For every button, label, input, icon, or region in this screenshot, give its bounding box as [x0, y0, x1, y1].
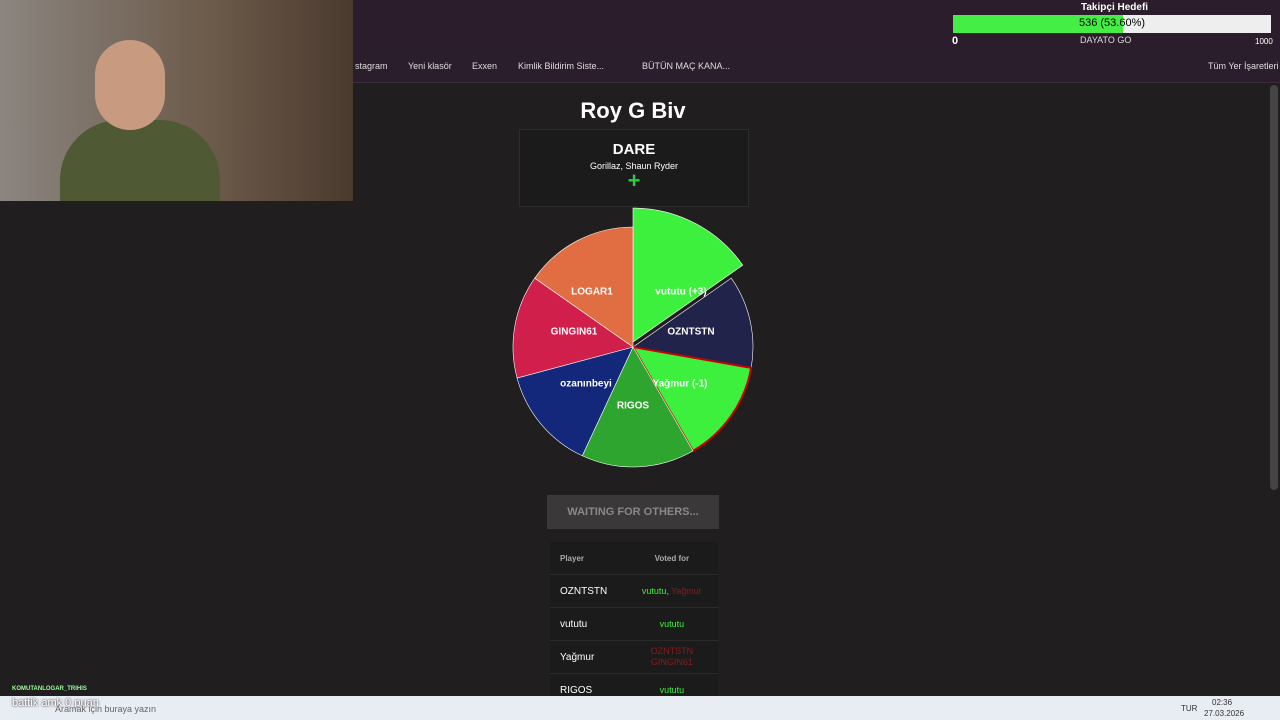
wheel-slice [534, 226, 634, 348]
vote: vututu, [641, 585, 669, 596]
table-header: Player Voted for [550, 542, 718, 575]
taskbar-lang: TUR [1181, 704, 1198, 713]
player-cell: Yağmur [550, 640, 626, 674]
wheel-label: vututu (+3) [655, 287, 706, 298]
progress-fill [953, 15, 1123, 33]
card-type: DARE [612, 141, 656, 158]
header-cell: Player [550, 542, 626, 575]
tab-label: DAYATO GO [1080, 35, 1132, 45]
card-subtitle: Gorillaz, Shaun Ryder [589, 161, 679, 171]
table-row: vututu vututu [550, 607, 718, 641]
bookmark[interactable]: Kimlik Bildirim Siste... [518, 61, 605, 71]
waiting-button: WAITING FOR OTHERS... [547, 495, 719, 529]
card-plus[interactable]: + [627, 168, 641, 193]
bookmark[interactable]: Exxen [472, 61, 498, 71]
wheel-label: Yağmur (-1) [652, 379, 707, 390]
overlay-title: Takipçi Hedefi [1081, 2, 1149, 13]
scrollbar [1270, 85, 1278, 490]
wheel-slice [581, 346, 694, 468]
wheel-slice [632, 277, 754, 369]
webcam-face [95, 40, 165, 130]
progress-label: 536 (53.60%) [1078, 17, 1146, 29]
game-title: Roy G Biv [580, 98, 686, 123]
header-cell: Voted for [625, 542, 718, 575]
table-row: Yağmur OZNTSTN GINGIN61 [550, 640, 718, 674]
vote: Yağmur [670, 585, 702, 596]
votes-table: Player Voted for OZNTSTN vututu, Yağmur vutut… [550, 542, 718, 707]
wheel-label: RIGOS [617, 401, 650, 412]
wheel-slice [632, 207, 744, 343]
webcam-person [60, 120, 220, 201]
wheel-label: GINGIN61 [551, 327, 598, 338]
vote: GINGIN61 [650, 657, 693, 667]
vote: vututu [659, 684, 685, 695]
wheel-label: LOGAR1 [571, 287, 613, 298]
wheel-slice [631, 345, 753, 453]
votes-cell: vututu, Yağmur [625, 574, 718, 608]
taskbar-date: 27.03.2026 [1204, 709, 1245, 718]
bookmark[interactable]: Yeni klasör [408, 61, 452, 71]
bookmark[interactable]: BÜTÜN MAÇ KANA... [642, 61, 731, 71]
taskbar-search[interactable]: Aramak için buraya yazın [55, 704, 157, 714]
taskbar [0, 696, 1280, 720]
progress-max: 1000 [1255, 37, 1273, 46]
chat-user: KOMUTANLOGAR_TRIHIS [12, 686, 87, 692]
wheel-label: ozanınbeyi [560, 379, 612, 390]
chat-message: battik amk 0 puan [12, 697, 99, 709]
wheel-label: OZNTSTN [667, 327, 714, 338]
wheel-slice [516, 346, 634, 457]
vote: OZNTSTN [650, 646, 694, 656]
progress-track: 536 (53.60%) [953, 15, 1271, 33]
votes-cell: OZNTSTN GINGIN61 [625, 640, 718, 674]
vote: vututu [659, 618, 685, 629]
player-cell: OZNTSTN [550, 574, 626, 608]
taskbar-time: 02:36 [1212, 698, 1233, 707]
wheel: vututu (+3) OZNTSTN Yağmur (-1)RIGOS ozanın… [512, 207, 754, 468]
player-cell: vututu [550, 607, 626, 641]
bookmark[interactable]: Tüm Yer İşaretleri [1208, 61, 1279, 71]
bookmark[interactable]: stagram [355, 61, 388, 71]
progress-min: 0 [952, 35, 959, 47]
card: DARE Gorillaz, Shaun Ryder + [519, 129, 749, 207]
wheel-slice [512, 277, 634, 379]
votes-cell: vututu [625, 607, 718, 641]
webcam [0, 0, 353, 201]
table-row: OZNTSTN vututu, Yağmur [550, 574, 718, 608]
